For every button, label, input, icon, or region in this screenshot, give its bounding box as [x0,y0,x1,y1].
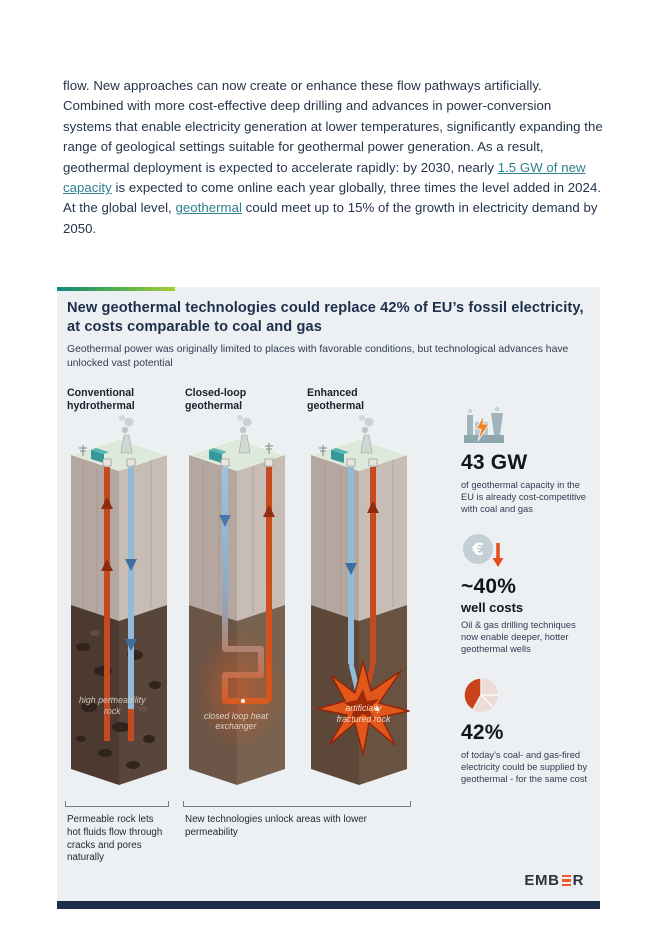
cooling-tower [238,434,251,454]
fracture-star [316,660,410,756]
stat-capacity-value: 43 GW [461,451,528,474]
caption-bracket-conventional [65,801,169,807]
paragraph-text: flow. New approaches can now create or e… [63,78,603,175]
plant-building [331,450,344,463]
diagram-closed-loop-geothermal: closed loop heat exchanger [181,409,293,801]
smoke [119,415,134,434]
stat-well-costs-label: well costs [461,600,524,615]
transmission-tower-icon [79,445,87,456]
column-header-conventional: Conventional hydrothermal [67,387,135,412]
power-plant-bolt-icon [461,405,599,447]
paragraph-text: is expected to come online each year glo… [63,180,602,216]
caption-bracket-new-tech [183,801,411,807]
stat-replacement-share: 42% of today's coal- and gas-fired elect… [461,675,599,785]
ember-logo-text: EMB [524,872,560,889]
pie-chart-icon [461,675,599,717]
closed-loop-geothermal-illustration [187,415,287,785]
diagram-enhanced-geothermal: artificially fractured rock [303,409,415,801]
stat-capacity: 43 GW of geothermal capacity in the EU i… [461,405,599,515]
transmission-tower-icon [319,445,327,456]
cooling-tower [360,434,373,454]
closed-loop-pipes [219,458,275,704]
cooling-tower [120,434,133,454]
stat-well-costs: € ~40% well costs Oil & gas drilling tec… [461,529,599,655]
infographic-title: New geothermal technologies could replac… [67,300,584,335]
annotation-closed-loop-heat-exchanger: closed loop heat exchanger [203,710,268,732]
card-footer-bar [57,901,600,909]
column-header-enhanced: Enhanced geothermal [307,387,365,412]
stat-replacement-share-value: 42% [461,721,504,744]
stats-panel: 43 GW of geothermal capacity in the EU i… [461,405,599,801]
annotation-high-permeability-rock: high permeability rock [79,695,146,716]
accent-bar [57,287,175,291]
smoke [237,415,252,434]
diagram-conventional-hydrothermal: high permeability rock [63,409,175,801]
paragraph: flow. New approaches can now create or e… [63,76,603,239]
euro-cost-down-icon: € [461,529,599,571]
enhanced-geothermal-illustration [309,415,410,785]
svg-text:€: € [471,540,484,560]
conventional-hydrothermal-illustration [69,415,169,785]
stat-well-costs-description: Oil & gas drilling techniques now enable… [461,620,576,654]
wells [101,458,137,741]
annotation-artificially-fractured-rock: artificially fractured rock [336,703,391,724]
link-new-capacity[interactable]: 1.5 GW of new capacity [63,159,586,196]
plant-building [209,450,222,463]
plant-building [91,450,104,463]
stat-capacity-description: of geothermal capacity in the EU is alre… [461,480,587,514]
column-header-closed-loop: Closed-loop geothermal [185,387,247,412]
smoke [359,415,374,434]
transmission-tower-icon [265,443,273,454]
ember-logo: EMB R [524,872,584,889]
caption-permeable-rock: Permeable rock lets hot fluids flow thro… [67,814,163,864]
infographic-card: New geothermal technologies could replac… [57,287,600,909]
stat-replacement-share-description: of today's coal- and gas-fired electrici… [461,750,588,784]
ember-logo-text: R [572,872,584,889]
infographic-subtitle: Geothermal power was originally limited … [67,344,569,369]
paragraph-text: could meet up to 15% of the growth in el… [63,200,598,236]
link-geothermal[interactable]: geothermal [175,200,242,216]
caption-new-technologies: New technologies unlock areas with lower… [185,814,367,838]
permeable-rock-texture [76,643,161,769]
stat-well-costs-value: ~40% [461,575,517,598]
ember-logo-e-bars-icon [561,874,571,887]
